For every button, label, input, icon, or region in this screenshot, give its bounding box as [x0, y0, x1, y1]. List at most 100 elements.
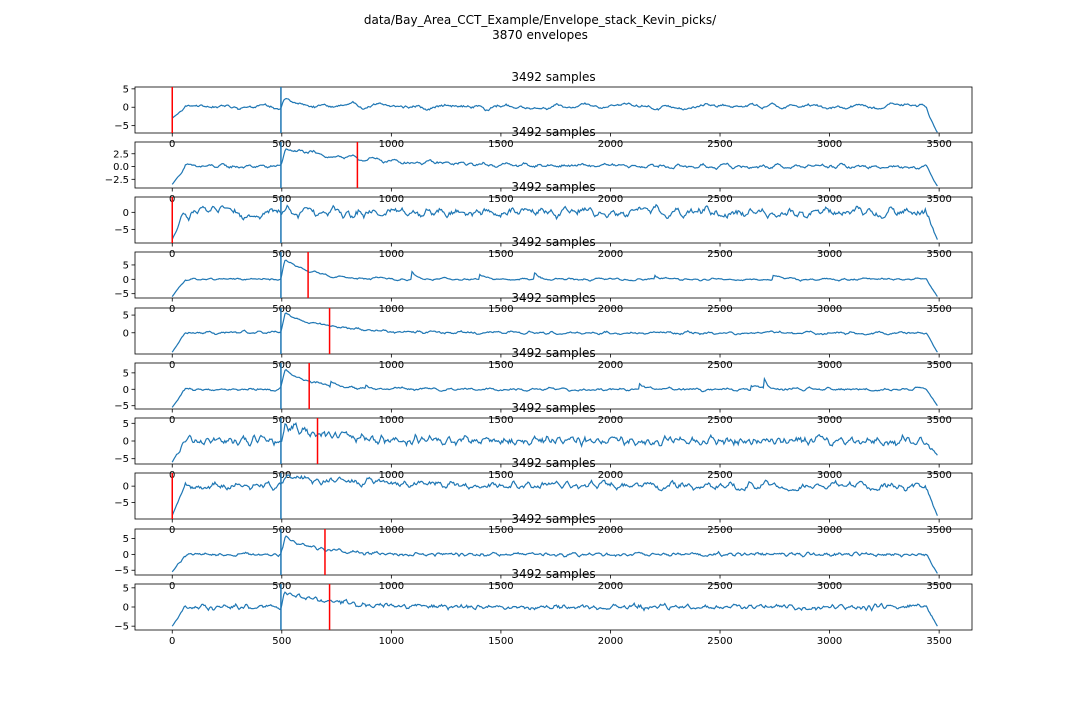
subplot-title: 3492 samples	[511, 235, 595, 249]
x-tick-label: 1500	[488, 360, 513, 371]
x-tick-label: 500	[272, 581, 291, 592]
envelope-trace	[171, 474, 938, 516]
y-tick-label: 0	[123, 208, 129, 219]
x-tick-label: 3000	[817, 525, 842, 536]
x-tick-label: 2000	[598, 249, 623, 260]
x-tick-label: 1000	[379, 249, 404, 260]
x-tick-label: 3500	[926, 581, 951, 592]
x-tick-label: 3000	[817, 470, 842, 481]
y-tick-label: 0	[123, 385, 129, 396]
y-tick-label: −5	[114, 225, 129, 236]
x-tick-label: 0	[169, 525, 175, 536]
x-tick-label: 3500	[926, 636, 951, 647]
x-tick-label: 2500	[707, 636, 732, 647]
figure-suptitle-line1: data/Bay_Area_CCT_Example/Envelope_stack…	[363, 13, 717, 27]
x-tick-label: 500	[272, 360, 291, 371]
x-tick-label: 1500	[488, 415, 513, 426]
x-tick-label: 1000	[379, 636, 404, 647]
envelope-trace	[171, 312, 938, 353]
y-tick-label: 0.0	[113, 162, 129, 173]
axes-frame	[134, 86, 973, 134]
subplot-title: 3492 samples	[511, 291, 595, 305]
x-tick-label: 2000	[598, 415, 623, 426]
axes-frame	[134, 141, 973, 189]
figure-suptitle-line2: 3870 envelopes	[492, 28, 588, 42]
x-tick-label: 500	[272, 636, 291, 647]
x-tick-label: 2000	[598, 360, 623, 371]
x-tick-label: 2500	[707, 415, 732, 426]
y-tick-label: 0	[123, 103, 129, 114]
x-tick-label: 2000	[598, 139, 623, 150]
subplot-title: 3492 samples	[511, 456, 595, 470]
x-tick-label: 2500	[707, 304, 732, 315]
y-tick-label: −5	[114, 401, 129, 412]
x-tick-label: 1000	[379, 581, 404, 592]
x-tick-label: 1500	[488, 636, 513, 647]
x-tick-label: 2000	[598, 194, 623, 205]
y-tick-label: 5	[123, 84, 129, 95]
x-tick-label: 2500	[707, 525, 732, 536]
x-tick-label: 3000	[817, 636, 842, 647]
x-tick-label: 1500	[488, 525, 513, 536]
x-tick-label: 1000	[379, 415, 404, 426]
subplot-4: 3492 samples 5 0 −5 0 500 1000 1500 2000 2500 3000…	[114, 235, 973, 315]
x-tick-label: 1500	[488, 470, 513, 481]
envelope-trace	[171, 203, 938, 240]
subplot-1: 3492 samples 5 0 −5 0 500 1000 1500 2000 2500 3000…	[114, 70, 973, 150]
x-tick-label: 1500	[488, 304, 513, 315]
x-tick-label: 2500	[707, 194, 732, 205]
x-tick-label: 3000	[817, 194, 842, 205]
x-tick-label: 3500	[926, 360, 951, 371]
y-tick-label: −5	[114, 622, 129, 633]
subplot-2: 3492 samples 2.5 0.0 −2.5 0 500 1000 1500 2000 25…	[105, 125, 973, 205]
x-tick-label: 500	[272, 194, 291, 205]
subplot-10: 3492 samples 5 0 −5 0 500 1000 1500 2000 2500 3000…	[114, 567, 973, 647]
subplot-title: 3492 samples	[511, 512, 595, 526]
y-tick-label: 5	[123, 260, 129, 271]
y-tick-label: 2.5	[113, 149, 129, 160]
x-tick-label: 500	[272, 415, 291, 426]
y-tick-label: 5	[123, 311, 129, 322]
envelope-trace	[171, 97, 938, 133]
y-tick-label: −5	[114, 121, 129, 132]
y-tick-label: 0	[123, 550, 129, 561]
subplot-7: 3492 samples 5 0 −5 0 500 1000 1500 2000 2500 3000…	[114, 401, 973, 481]
y-tick-label: −5	[114, 566, 129, 577]
subplot-title: 3492 samples	[511, 180, 595, 194]
y-tick-label: −2.5	[105, 175, 129, 186]
y-tick-label: −5	[114, 498, 129, 509]
subplot-title: 3492 samples	[511, 567, 595, 581]
x-tick-label: 3500	[926, 470, 951, 481]
x-tick-label: 2000	[598, 525, 623, 536]
subplot-title: 3492 samples	[511, 401, 595, 415]
axes-frame	[134, 196, 973, 244]
x-tick-label: 1000	[379, 360, 404, 371]
x-tick-label: 3500	[926, 139, 951, 150]
subplot-3: 3492 samples 0 −5 0 500 1000 1500 2000 2500 3000 3…	[114, 180, 973, 260]
envelope-trace	[171, 148, 938, 187]
x-tick-label: 2500	[707, 470, 732, 481]
x-tick-label: 2500	[707, 360, 732, 371]
x-tick-label: 0	[169, 581, 175, 592]
y-tick-label: 0	[123, 328, 129, 339]
x-tick-label: 0	[169, 360, 175, 371]
x-tick-label: 2000	[598, 636, 623, 647]
x-tick-label: 2500	[707, 249, 732, 260]
x-tick-label: 1500	[488, 249, 513, 260]
x-tick-label: 3000	[817, 249, 842, 260]
x-tick-label: 500	[272, 139, 291, 150]
x-tick-label: 500	[272, 304, 291, 315]
envelope-trace	[171, 591, 938, 627]
envelope-trace	[171, 422, 938, 463]
x-tick-label: 3000	[817, 415, 842, 426]
x-tick-label: 2500	[707, 139, 732, 150]
y-tick-label: 0	[123, 437, 129, 448]
envelope-trace	[171, 259, 938, 297]
y-tick-label: 0	[123, 603, 129, 614]
x-tick-label: 2000	[598, 581, 623, 592]
y-tick-label: 5	[123, 368, 129, 379]
x-tick-label: 500	[272, 525, 291, 536]
y-tick-label: 5	[123, 534, 129, 545]
x-tick-label: 3500	[926, 525, 951, 536]
